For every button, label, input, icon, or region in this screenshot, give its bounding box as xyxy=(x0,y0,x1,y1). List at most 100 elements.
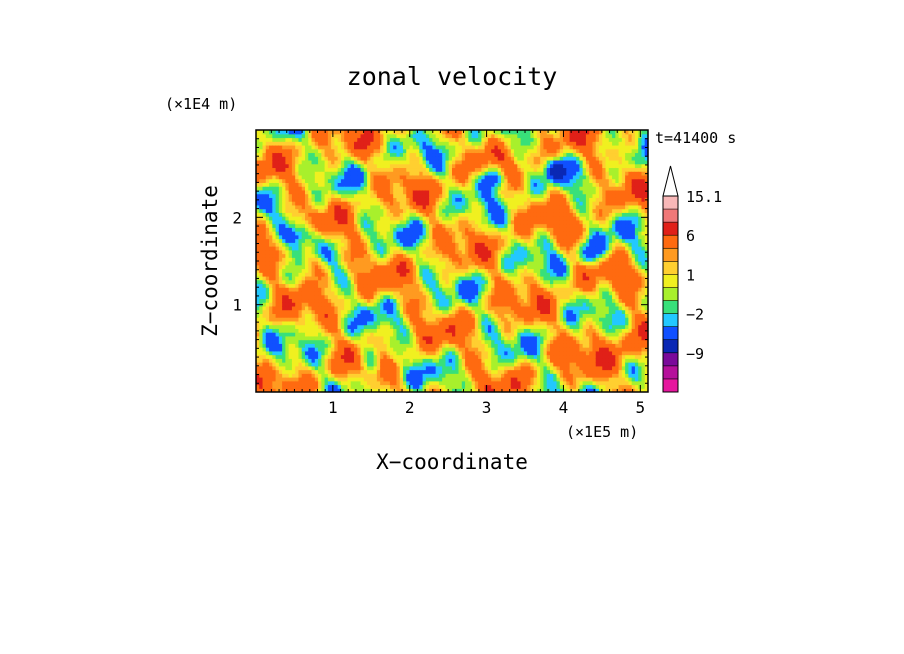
field-cell xyxy=(360,354,365,359)
field-cell xyxy=(416,253,420,258)
field-cell xyxy=(389,283,394,288)
field-cell xyxy=(478,148,482,154)
field-cell xyxy=(282,212,286,217)
field-cell xyxy=(344,384,349,389)
field-cell xyxy=(386,339,391,344)
field-cell xyxy=(373,257,378,262)
field-cell xyxy=(468,294,473,300)
field-cell xyxy=(452,171,456,176)
field-cell xyxy=(376,302,381,307)
field-cell xyxy=(350,227,355,232)
field-cell xyxy=(278,305,283,311)
field-cell xyxy=(327,216,332,221)
field-cell xyxy=(269,144,273,150)
field-cell xyxy=(324,354,329,359)
field-cell xyxy=(262,130,267,135)
field-cell xyxy=(331,365,335,371)
field-cell xyxy=(269,317,273,322)
field-cell xyxy=(298,268,303,273)
field-cell xyxy=(478,201,482,206)
field-cell xyxy=(337,309,342,314)
field-cell xyxy=(347,156,352,161)
field-cell xyxy=(461,302,466,307)
field-cell xyxy=(438,137,443,142)
field-cell xyxy=(295,148,300,154)
field-cell xyxy=(256,324,260,329)
field-cell xyxy=(301,388,306,392)
field-cell xyxy=(399,133,404,139)
field-cell xyxy=(409,182,414,187)
field-cell xyxy=(478,365,482,371)
field-cell xyxy=(350,365,355,371)
field-cell xyxy=(403,141,407,146)
field-cell xyxy=(396,182,401,187)
field-cell xyxy=(438,362,443,367)
field-cell xyxy=(373,335,378,341)
field-cell xyxy=(262,204,267,210)
field-cell xyxy=(337,268,342,273)
field-cell xyxy=(419,152,424,157)
field-cell xyxy=(422,201,427,206)
field-cell xyxy=(314,231,319,236)
field-cell xyxy=(471,283,476,288)
field-cell xyxy=(354,339,358,344)
field-cell xyxy=(442,298,447,303)
field-cell xyxy=(265,223,270,228)
field-cell xyxy=(474,294,479,300)
field-cell xyxy=(448,208,453,213)
field-cell xyxy=(285,313,290,318)
field-cell xyxy=(376,231,381,236)
field-cell xyxy=(432,212,437,217)
field-cell xyxy=(308,354,313,359)
field-cell xyxy=(347,246,352,251)
field-cell xyxy=(327,152,332,157)
field-cell xyxy=(396,159,401,165)
field-cell xyxy=(393,246,398,251)
field-cell xyxy=(340,358,345,363)
field-cell xyxy=(478,324,482,329)
field-cell xyxy=(416,298,420,303)
field-cell xyxy=(367,257,371,262)
field-cell xyxy=(370,369,375,374)
field-cell xyxy=(376,246,381,251)
field-cell xyxy=(354,189,358,195)
field-cell xyxy=(481,373,486,378)
field-cell xyxy=(327,313,332,318)
field-cell xyxy=(318,197,322,202)
field-cell xyxy=(399,197,404,202)
field-cell xyxy=(461,287,466,292)
field-cell xyxy=(308,264,313,270)
field-cell xyxy=(295,369,300,374)
field-cell xyxy=(357,343,362,348)
field-cell xyxy=(373,328,378,333)
field-cell xyxy=(468,309,473,314)
field-cell xyxy=(370,328,375,333)
field-cell xyxy=(318,182,322,187)
field-cell xyxy=(376,163,381,169)
field-cell xyxy=(429,242,433,247)
field-cell xyxy=(471,272,476,277)
field-cell xyxy=(461,343,466,348)
field-cell xyxy=(334,275,339,281)
field-cell xyxy=(435,238,440,243)
field-cell xyxy=(435,294,440,300)
field-cell xyxy=(396,369,401,374)
field-cell xyxy=(298,257,303,262)
field-cell xyxy=(256,257,260,262)
field-cell xyxy=(416,246,420,251)
field-cell xyxy=(308,380,313,386)
field-cell xyxy=(278,339,283,344)
field-cell xyxy=(452,257,456,262)
field-cell xyxy=(403,231,407,236)
field-cell xyxy=(396,358,401,363)
field-cell xyxy=(367,246,371,251)
field-cell xyxy=(416,204,420,210)
field-cell xyxy=(308,152,313,157)
field-cell xyxy=(269,369,273,374)
field-cell xyxy=(481,354,486,359)
field-cell xyxy=(311,335,316,341)
field-cell xyxy=(295,261,300,266)
field-cell xyxy=(350,287,355,292)
field-cell xyxy=(422,347,427,352)
field-cell xyxy=(373,294,378,300)
